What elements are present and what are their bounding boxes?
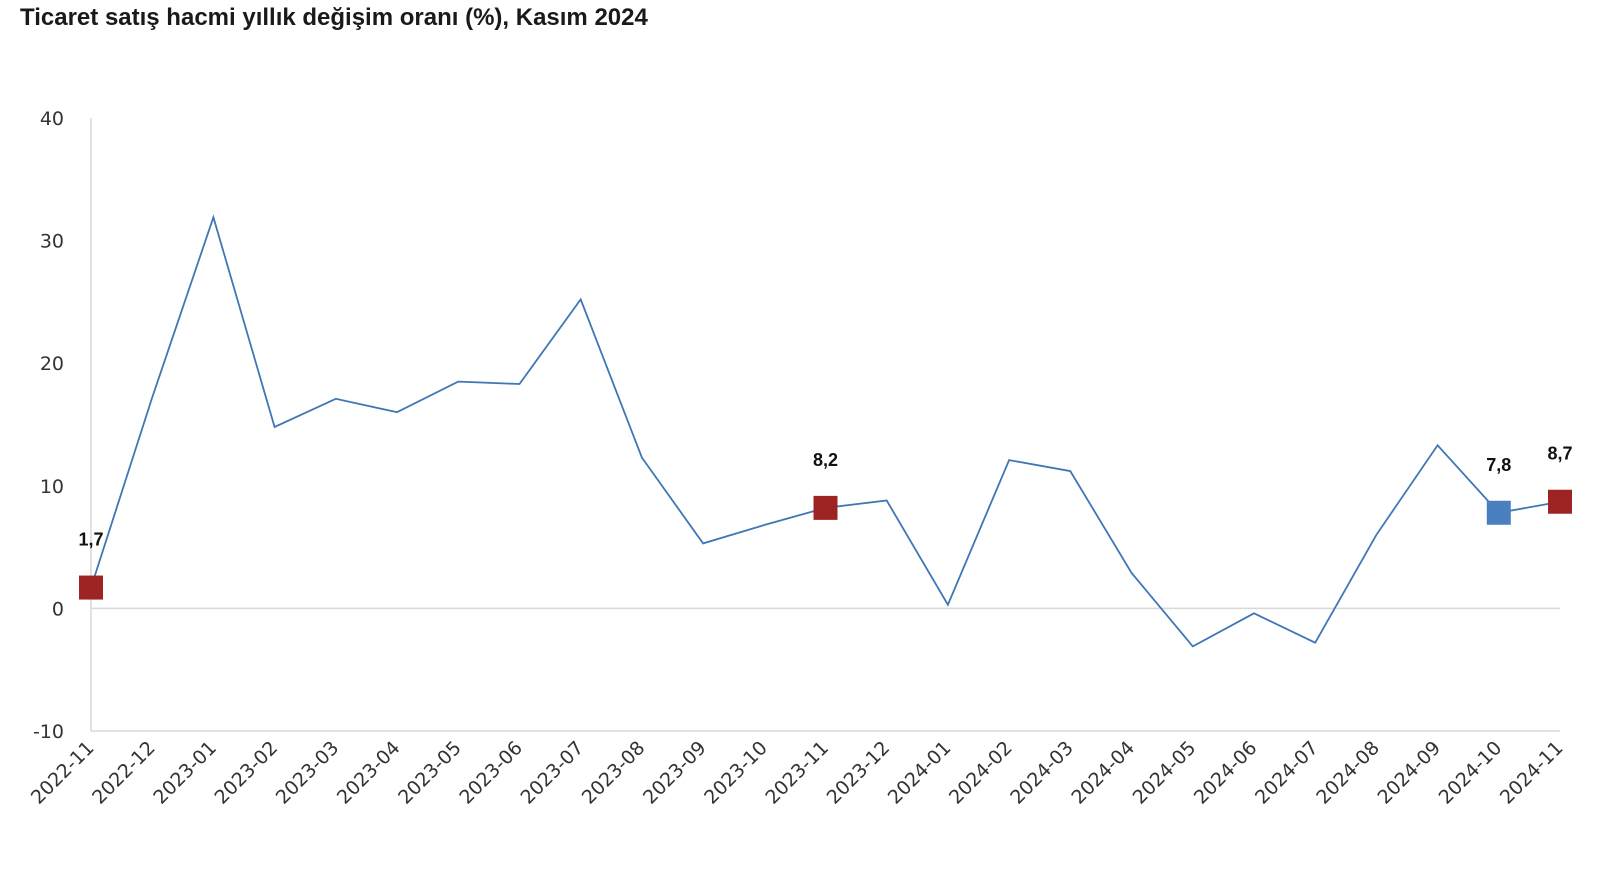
x-tick-label: 2023-08	[578, 737, 650, 809]
x-tick-label: 2024-11	[1496, 737, 1568, 809]
x-tick-label: 2023-11	[761, 737, 833, 809]
data-marker	[813, 495, 838, 520]
x-tick-label: 2023-09	[639, 737, 711, 809]
data-marker	[79, 575, 103, 600]
data-marker	[1486, 500, 1511, 525]
x-tick-label: 2023-06	[455, 737, 527, 809]
x-tick-label: 2023-02	[210, 737, 282, 809]
x-tick-label: 2023-10	[700, 737, 772, 809]
y-tick-label: 40	[40, 108, 64, 130]
x-tick-label: 2023-01	[149, 737, 221, 809]
y-tick-labels: -10 0 10 20 30 40	[33, 108, 64, 743]
y-tick-label: -10	[33, 721, 64, 743]
highlight-markers	[79, 489, 1572, 600]
x-tick-label: 2022-12	[88, 737, 160, 809]
series-lines	[90, 214, 1561, 648]
x-tick-label: 2023-12	[823, 737, 895, 809]
y-tick-label: 10	[40, 476, 64, 498]
data-label: 8,7	[1547, 444, 1572, 464]
x-tick-label: 2024-09	[1373, 737, 1445, 809]
y-tick-label: 30	[40, 231, 64, 253]
x-tick-labels: 2022-112022-122023-012023-022023-032023-…	[27, 737, 1568, 809]
x-tick-label: 2024-01	[884, 737, 956, 809]
x-tick-label: 2024-07	[1251, 737, 1323, 809]
x-tick-label: 2024-06	[1190, 737, 1262, 809]
x-tick-label: 2024-04	[1067, 737, 1139, 809]
axes	[90, 118, 1560, 732]
data-labels: 1,7 8,2 7,8 8,7	[78, 444, 1572, 550]
data-marker	[1548, 489, 1572, 514]
x-tick-label: 2024-03	[1006, 737, 1078, 809]
data-label: 1,7	[78, 530, 103, 550]
x-tick-label: 2024-02	[945, 737, 1017, 809]
x-tick-label: 2024-05	[1129, 737, 1201, 809]
series-line	[90, 214, 1561, 648]
x-tick-label: 2023-04	[333, 737, 405, 809]
chart-title: Ticaret satış hacmi yıllık değişim oranı…	[20, 4, 648, 31]
x-tick-label: 2024-08	[1312, 737, 1384, 809]
y-tick-label: 0	[52, 598, 64, 620]
x-tick-label: 2022-11	[27, 737, 99, 809]
x-tick-label: 2023-05	[394, 737, 466, 809]
data-label: 8,2	[813, 450, 838, 470]
x-tick-label: 2024-10	[1435, 737, 1507, 809]
data-label: 7,8	[1486, 455, 1511, 475]
y-tick-label: 20	[40, 353, 64, 375]
x-tick-label: 2023-03	[272, 737, 344, 809]
x-tick-label: 2023-07	[517, 737, 589, 809]
